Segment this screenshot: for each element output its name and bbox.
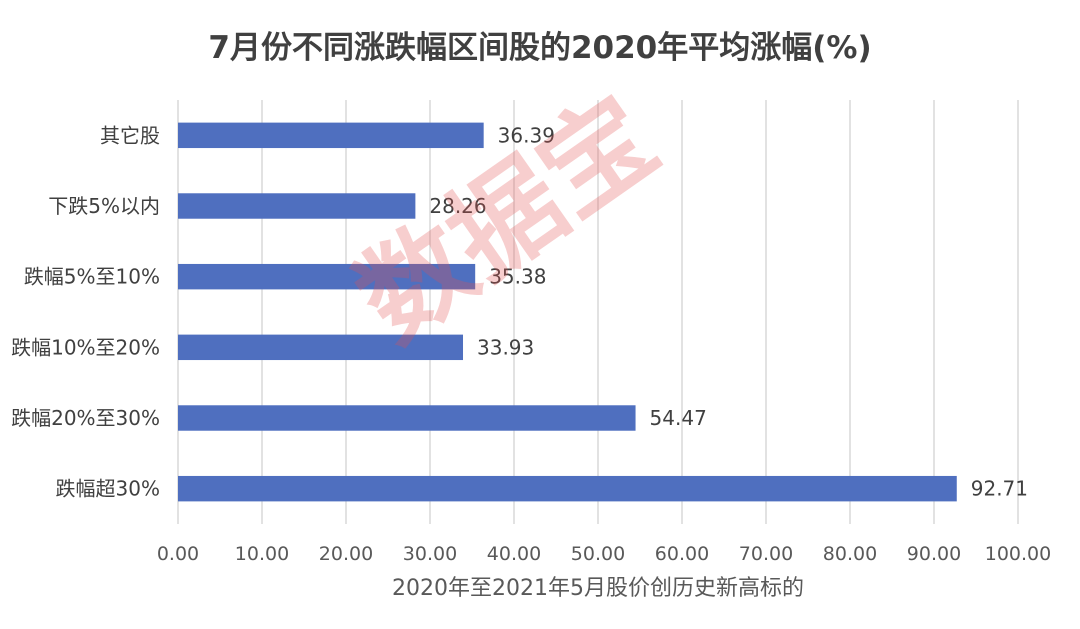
x-tick-label: 40.00 xyxy=(487,543,541,565)
data-label: 35.38 xyxy=(489,265,546,289)
category-label: 其它股 xyxy=(100,123,160,147)
bar xyxy=(178,122,484,149)
x-tick-label: 20.00 xyxy=(319,543,373,565)
data-label: 92.71 xyxy=(971,477,1028,501)
category-label: 跌幅5%至10% xyxy=(24,265,160,289)
category-label: 跌幅超30% xyxy=(56,477,160,501)
bar xyxy=(178,193,416,219)
x-tick-label: 10.00 xyxy=(235,543,289,565)
data-label: 28.26 xyxy=(429,194,486,218)
bar xyxy=(178,334,464,361)
data-label: 54.47 xyxy=(650,406,707,430)
x-tick-label: 70.00 xyxy=(739,543,793,565)
x-tick-label: 50.00 xyxy=(571,543,625,565)
x-tick-label: 90.00 xyxy=(907,543,961,565)
bar xyxy=(178,263,476,290)
x-axis-label: 2020年至2021年5月股价创历史新高标的 xyxy=(392,576,804,601)
chart-title: 7月份不同涨跌幅区间股的2020年平均涨幅(%) xyxy=(208,30,872,66)
x-tick-label: 30.00 xyxy=(403,543,457,565)
data-label: 33.93 xyxy=(477,335,534,359)
x-tick-label: 100.00 xyxy=(985,543,1051,565)
x-tick-label: 80.00 xyxy=(823,543,877,565)
x-tick-label: 60.00 xyxy=(655,543,709,565)
x-tick-label: 0.00 xyxy=(157,543,199,565)
category-label: 跌幅20%至30% xyxy=(11,406,160,430)
category-label: 跌幅10%至20% xyxy=(11,335,160,359)
data-label: 36.39 xyxy=(498,123,555,147)
bar xyxy=(178,405,636,431)
bar xyxy=(178,475,957,502)
category-label: 下跌5%以内 xyxy=(48,194,160,218)
